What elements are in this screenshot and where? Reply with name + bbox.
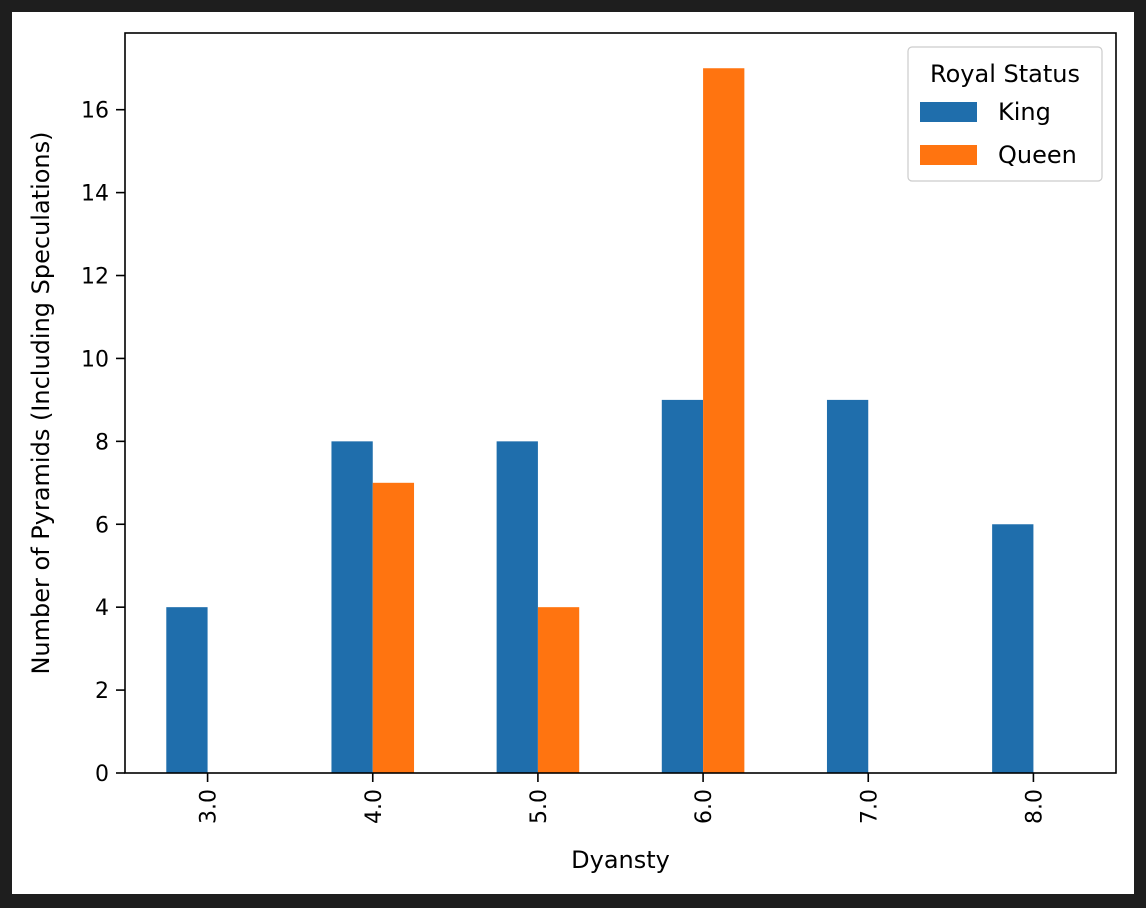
y-tick-label: 2	[95, 679, 109, 704]
x-tick-label: 8.0	[1022, 789, 1047, 824]
bar-chart: 0 2 4 6 8 10 12 14 16 3.0 4.0 5.0 6.0 7.0 8.0 Dyansty…	[27, 32, 1117, 874]
bar-king-5.0	[496, 441, 538, 773]
bar-king-7.0	[826, 399, 869, 773]
y-tick-label: 12	[81, 265, 109, 290]
legend-title: Royal Status	[930, 60, 1080, 88]
y-tick-label: 4	[95, 596, 109, 621]
bar-queen-5.0	[537, 607, 580, 773]
bar-queen-4.0	[372, 482, 415, 773]
x-tick-label: 7.0	[857, 789, 882, 824]
y-tick-label: 16	[81, 99, 109, 124]
x-tick-label: 6.0	[692, 789, 717, 824]
x-tick-label: 5.0	[527, 789, 552, 824]
x-axis-ticks: 3.0 4.0 5.0 6.0 7.0 8.0	[197, 773, 1047, 824]
bar-king-8.0	[992, 524, 1034, 773]
y-tick-label: 0	[95, 762, 109, 787]
legend-label-king: King	[998, 98, 1051, 126]
bar-king-6.0	[661, 399, 704, 773]
y-axis-ticks: 0 2 4 6 8 10 12 14 16	[81, 99, 125, 787]
bar-king-3.0	[166, 607, 208, 773]
y-tick-label: 14	[81, 182, 109, 207]
bar-king-4.0	[331, 441, 373, 773]
y-tick-label: 6	[95, 513, 109, 538]
x-tick-label: 4.0	[362, 789, 387, 824]
plot-area-frame	[124, 32, 1117, 774]
y-tick-label: 10	[81, 347, 109, 372]
y-tick-label: 8	[95, 430, 109, 455]
x-tick-label: 3.0	[197, 789, 222, 824]
bar-queen-6.0	[703, 68, 745, 774]
legend-swatch-king	[920, 102, 977, 122]
bars-group	[166, 68, 1034, 774]
legend-swatch-queen	[920, 145, 977, 165]
y-axis-label: Number of Pyramids (Including Speculatio…	[27, 131, 55, 674]
figure-frame: 0 2 4 6 8 10 12 14 16 3.0 4.0 5.0 6.0 7.0 8.0 Dyansty…	[12, 12, 1134, 894]
x-axis-label: Dyansty	[571, 846, 670, 874]
legend: Royal Status King Queen	[907, 46, 1103, 182]
legend-label-queen: Queen	[998, 141, 1077, 169]
